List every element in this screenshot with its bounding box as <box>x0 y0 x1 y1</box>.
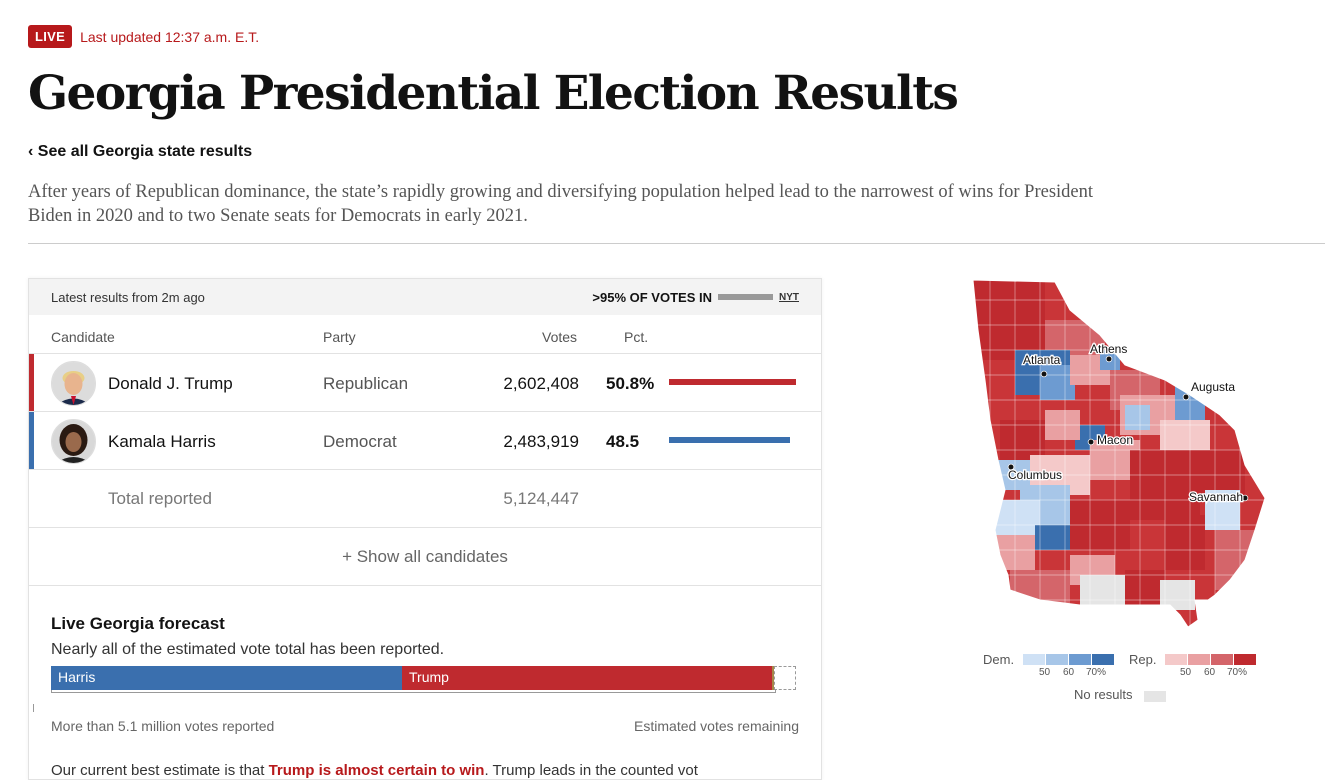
legend-no-results-swatch <box>1144 691 1166 702</box>
col-votes: Votes <box>542 329 578 345</box>
legend-tick: 70% <box>1086 667 1107 678</box>
results-table: Latest results from 2m ago >95% OF VOTES… <box>28 278 822 780</box>
forecast-subtitle: Nearly all of the estimated vote total h… <box>51 641 445 658</box>
city-marker-columbus <box>1007 463 1015 471</box>
total-label: Total reported <box>108 489 212 508</box>
see-all-state-results-link[interactable]: ‹ See all Georgia state results <box>28 143 253 160</box>
vote-share-bar <box>669 437 790 443</box>
divider <box>28 243 1325 244</box>
vote-share-bar <box>669 379 796 385</box>
city-marker-augusta <box>1182 393 1190 401</box>
legend-tick: 50 <box>1039 667 1051 678</box>
votes-remaining-note: Estimated votes remaining <box>634 718 799 734</box>
legend-tick: 70% <box>1227 667 1248 678</box>
party-flag-rep <box>29 354 34 411</box>
forecast-bar: Harris Trump <box>51 666 796 693</box>
votes-reported-note: More than 5.1 million votes reported <box>51 718 275 734</box>
legend-dem-swatch <box>1023 654 1045 665</box>
reporting-status: >95% OF VOTES IN NYT <box>592 290 799 305</box>
candidate-votes: 2,602,408 <box>503 374 579 393</box>
candidate-party: Republican <box>323 374 409 393</box>
lede-paragraph: After years of Republican dominance, the… <box>28 182 1094 226</box>
legend-rep-swatch <box>1165 654 1187 665</box>
city-marker-macon <box>1087 438 1095 446</box>
latest-results-text: Latest results from 2m ago <box>51 289 205 305</box>
candidate-votes: 2,483,919 <box>503 432 579 451</box>
legend-dem-swatch <box>1046 654 1068 665</box>
city-label-augusta: Augusta <box>1191 380 1235 394</box>
city-marker-athens <box>1105 355 1113 363</box>
reporting-progress-bar <box>718 294 773 300</box>
forecast-bar-other <box>772 666 775 690</box>
forecast-bar-trump: Trump <box>402 666 772 690</box>
votes-in-label: >95% OF VOTES IN <box>592 289 712 305</box>
col-candidate: Candidate <box>51 329 115 345</box>
avatar-harris <box>51 419 96 464</box>
col-party: Party <box>323 329 356 345</box>
col-pct: Pct. <box>624 329 649 345</box>
candidate-pct: 50.8% <box>606 374 655 393</box>
legend-rep-swatch <box>1188 654 1210 665</box>
forecast-summary: Our current best estimate is that Trump … <box>51 762 698 779</box>
legend-dem-label: Dem. <box>983 652 1015 667</box>
live-status: LIVE Last updated 12:37 a.m. E.T. <box>28 24 259 49</box>
map-city-labels: Atlanta Athens Augusta Macon Columbus Sa… <box>1007 341 1249 505</box>
page-title: Georgia Presidential Election Results <box>28 66 959 121</box>
forecast-bar-harris: Harris <box>51 666 402 690</box>
candidate-pct: 48.5 <box>606 432 640 451</box>
city-label-savannah: Savannah <box>1189 490 1243 504</box>
column-headers: Candidate Party Votes Pct. <box>29 315 821 354</box>
party-flag-dem <box>29 412 34 469</box>
city-label-athens: Athens <box>1090 342 1127 356</box>
forecast-tick <box>33 704 34 712</box>
legend-rep-swatch <box>1211 654 1233 665</box>
forecast-bar-remaining <box>774 666 796 690</box>
forecast-summary-text: Our current best estimate is that <box>51 762 265 779</box>
legend-dem-swatch <box>1092 654 1114 665</box>
results-header: Latest results from 2m ago >95% OF VOTES… <box>29 279 821 315</box>
forecast-bar-baseline <box>51 690 776 693</box>
georgia-county-map[interactable]: Atlanta Athens Augusta Macon Columbus Sa… <box>960 270 1280 640</box>
city-label-columbus: Columbus <box>1008 468 1062 482</box>
legend-dem-swatch <box>1069 654 1091 665</box>
show-all-candidates-button[interactable]: + Show all candidates <box>29 528 821 586</box>
legend-tick: 50 <box>1180 667 1192 678</box>
forecast-summary-highlight[interactable]: Trump is almost certain to win <box>268 762 485 779</box>
live-badge: LIVE <box>28 25 73 48</box>
legend-rep-label: Rep. <box>1129 652 1157 667</box>
forecast-summary-rest: . Trump leads in the counted vot <box>484 762 698 779</box>
forecast-title: Live Georgia forecast <box>51 614 225 633</box>
legend-tick: 60 <box>1063 667 1075 678</box>
candidate-name: Kamala Harris <box>108 432 216 451</box>
candidate-name: Donald J. Trump <box>108 374 233 393</box>
legend-tick: 60 <box>1204 667 1216 678</box>
map-legend: Dem. 50 60 70% Rep. 50 60 70% No results <box>983 650 1283 710</box>
avatar-trump <box>51 361 96 406</box>
candidate-row-harris: Kamala Harris Democrat 2,483,919 48.5 <box>29 412 821 470</box>
legend-no-results-label: No results <box>1074 687 1133 702</box>
candidate-party: Democrat <box>323 432 397 451</box>
nyt-source-link[interactable]: NYT <box>779 291 799 303</box>
legend-rep-swatch <box>1234 654 1256 665</box>
city-marker-savannah <box>1241 494 1249 502</box>
map-counties <box>973 280 1265 627</box>
candidate-row-trump: Donald J. Trump Republican 2,602,408 50.… <box>29 354 821 412</box>
city-marker-atlanta <box>1040 370 1048 378</box>
state-outline <box>972 279 1266 628</box>
total-votes: 5,124,447 <box>503 489 579 508</box>
city-label-macon: Macon <box>1097 433 1133 447</box>
last-updated: Last updated 12:37 a.m. E.T. <box>80 28 260 45</box>
city-label-atlanta: Atlanta <box>1023 353 1061 367</box>
total-row: Total reported 5,124,447 <box>29 470 821 528</box>
